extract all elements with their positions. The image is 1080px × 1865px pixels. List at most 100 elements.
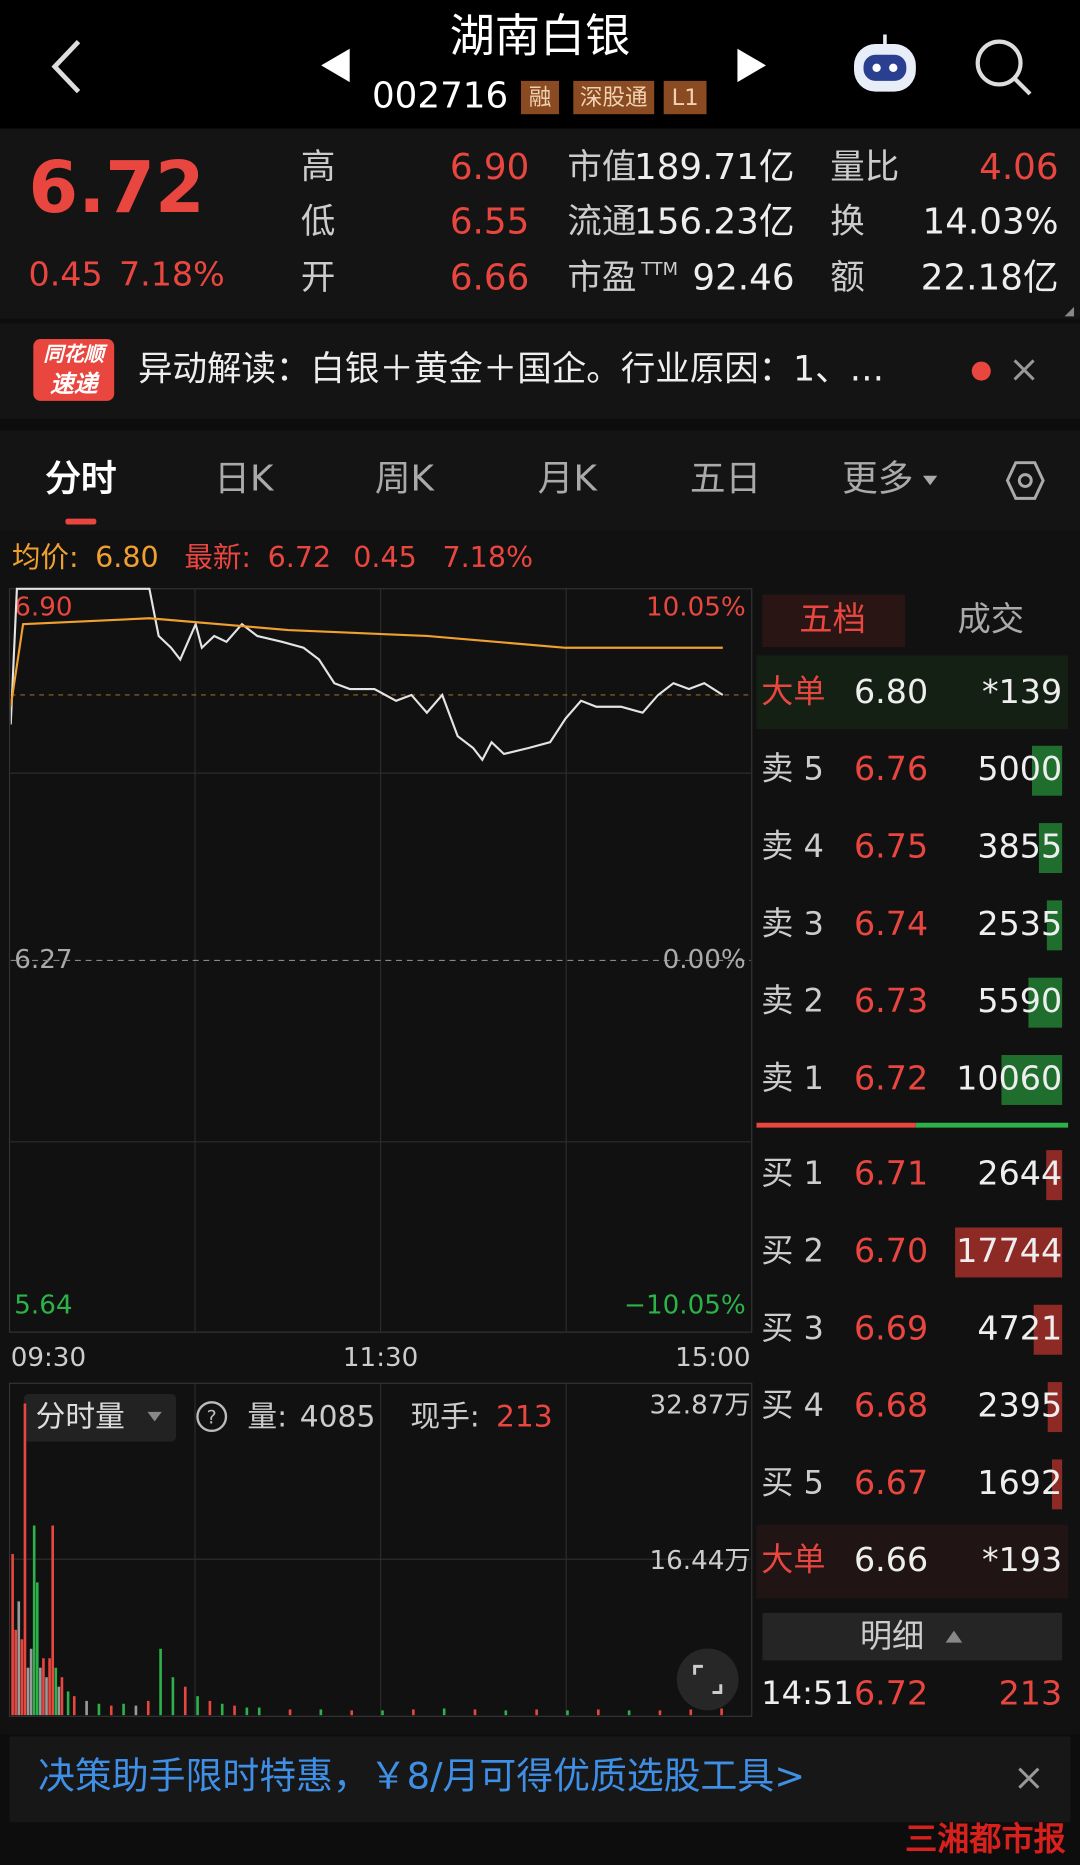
stock-tag-box (663, 80, 707, 115)
help-icon[interactable] (196, 1401, 228, 1433)
prev-stock[interactable] (321, 48, 350, 83)
order-tab[interactable]: 五档 (799, 599, 866, 638)
depth-bar (1047, 1382, 1063, 1433)
order-label: 卖 5 (761, 750, 824, 788)
volume-bar (208, 1700, 212, 1716)
detail-toggle[interactable] (762, 1612, 1063, 1661)
volume-bar (60, 1677, 64, 1716)
depth-bar (1028, 977, 1063, 1028)
settings-button[interactable] (1005, 461, 1045, 500)
order-price: 6.68 (854, 1386, 928, 1425)
assistant-icon[interactable] (854, 34, 916, 92)
watermark: 三湘都市报 (905, 1820, 1066, 1858)
volume-bar (146, 1700, 150, 1716)
expand-button[interactable] (676, 1648, 739, 1711)
stat-value: 6.55 (450, 202, 529, 243)
promo-banner[interactable] (9, 1736, 1071, 1823)
stat-value: 14.03% (923, 202, 1059, 243)
big-order-row (756, 655, 1069, 730)
price-change: 0.45 (29, 254, 103, 293)
volume-bar (51, 1525, 54, 1716)
order-label: 买 2 (761, 1231, 824, 1269)
volume-bar (183, 1686, 187, 1716)
chart-tab[interactable]: 更多 (842, 459, 913, 500)
last-price: 6.72 (29, 146, 205, 229)
news-text: 异动解读：白银＋黄金＋国企。行业原因：1、… (138, 350, 884, 390)
order-volume: 3855 (977, 827, 1062, 866)
volume-bar (17, 1601, 21, 1716)
price-line (10, 587, 724, 762)
order-tab[interactable]: 成交 (957, 599, 1024, 638)
order-volume: 2395 (977, 1386, 1062, 1425)
order-label: 卖 4 (761, 827, 824, 865)
chart-info: 7.18% (442, 541, 533, 574)
y-tick-label: 5.64 (14, 1290, 72, 1320)
volume-bar (596, 1709, 600, 1716)
volume-bar (504, 1710, 508, 1716)
chart-tab[interactable]: 月K (538, 459, 599, 500)
x-tick-label: 15:00 (675, 1343, 750, 1373)
detail-arrow (945, 1630, 963, 1643)
x-tick-label: 11:30 (343, 1343, 418, 1373)
order-price: 6.73 (854, 981, 928, 1020)
stat-label: 市盈 (567, 258, 636, 298)
depth-bar (1046, 900, 1063, 951)
chart-tab[interactable]: 日K (214, 459, 275, 500)
detail-label[interactable]: 明细 (860, 1617, 924, 1655)
order-price: 6.67 (854, 1463, 928, 1502)
more-arrow (922, 475, 938, 486)
volume-bar (245, 1707, 249, 1716)
price-change-pct: 7.18% (119, 254, 225, 293)
volume-bar (442, 1708, 446, 1716)
order-volume: *193 (982, 1540, 1062, 1579)
volume-bar (39, 1667, 42, 1716)
y-tick-label: 16.44万 (649, 1546, 750, 1576)
big-order-row (756, 1524, 1069, 1599)
y2-tick-label: 0.00% (663, 945, 746, 975)
order-volume: 10060 (956, 1058, 1062, 1097)
depth-bar (1038, 823, 1063, 874)
volume-bar (23, 1403, 27, 1716)
volume-bar (319, 1709, 323, 1716)
back-button[interactable] (51, 39, 81, 94)
stock-tag: 深股通 (580, 85, 648, 111)
volume-bar (11, 1553, 14, 1716)
order-volume: 1692 (977, 1463, 1062, 1502)
stat-value: 4.06 (979, 147, 1058, 188)
chart-tab[interactable]: 五日 (690, 459, 761, 500)
volume-selector[interactable] (23, 1393, 177, 1442)
order-label: 买 3 (761, 1309, 824, 1347)
volume-bar (20, 1639, 24, 1716)
close-news[interactable] (1013, 359, 1035, 381)
volume-bar (220, 1703, 224, 1716)
depth-bar (955, 1227, 1063, 1278)
stat-label: 高 (301, 147, 335, 187)
volume-bar (42, 1658, 45, 1716)
volume-bar (72, 1696, 76, 1716)
volume-bar (32, 1525, 36, 1716)
hand-label: 现手: (410, 1399, 479, 1434)
stat-label-sup: TTM (640, 259, 678, 280)
help-mark: ? (207, 1406, 217, 1428)
chart-tab[interactable]: 周K (375, 459, 436, 500)
next-stock[interactable] (737, 48, 766, 83)
order-price: 6.74 (854, 904, 928, 943)
news-brand: 同花顺 (43, 342, 107, 366)
order-volume: 5590 (977, 981, 1062, 1020)
depth-bar (1051, 1459, 1063, 1510)
trade-time: 14:51 (761, 1674, 854, 1712)
depth-bar (1033, 1304, 1063, 1355)
y2-tick-label: 10.05% (646, 592, 746, 622)
stock-tag: L1 (672, 85, 699, 111)
volume-bar (54, 1667, 58, 1716)
volume-bar (350, 1710, 354, 1716)
chart-tab[interactable]: 分时 (45, 459, 116, 500)
y2-tick-label: −10.05% (624, 1290, 746, 1320)
volume-value: 4085 (300, 1399, 376, 1434)
volume-bar (412, 1709, 415, 1716)
volume-bar (535, 1709, 538, 1716)
stat-label: 市值 (567, 147, 636, 187)
news-bar[interactable] (0, 323, 1080, 419)
search-button[interactable] (975, 39, 1032, 96)
close-banner[interactable] (1018, 1767, 1040, 1789)
